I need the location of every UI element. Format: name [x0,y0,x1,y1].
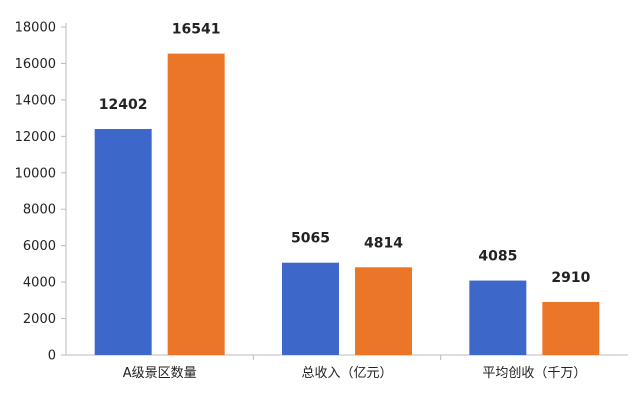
x-category-label: 平均创收（千万） [482,366,586,381]
bar [167,53,225,356]
y-tick-label: 14000 [15,93,56,108]
bar-value-label: 4085 [478,249,517,265]
bar-value-label: 5065 [291,231,330,247]
y-tick-label: 18000 [15,21,56,36]
bars [94,53,600,356]
y-axis: 0 2000 4000 6000 8000 10000 12000 14000 16000 180… [15,21,67,364]
y-tick-label: 12000 [15,130,56,145]
bar-value-label: 2910 [551,270,590,286]
bar-value-label: 16541 [172,22,221,38]
bar [282,262,339,355]
data-labels: 12402 16541 5065 4814 4085 2910 [99,22,591,286]
bar [542,301,600,355]
bar [355,267,412,355]
y-tick-label: 0 [48,349,56,364]
y-tick-label: 10000 [15,166,56,181]
y-tick-label: 16000 [15,57,56,72]
bar [469,280,527,355]
y-tick-label: 4000 [23,276,56,291]
x-category-label: 总收入（亿元） [301,366,392,381]
x-category-label: A级景区数量 [123,366,197,381]
x-axis: A级景区数量 总收入（亿元） 平均创收（千万） [66,354,628,381]
y-tick-label: 8000 [23,203,56,218]
bar-value-label: 12402 [99,97,148,113]
bar [94,129,152,355]
bar-value-label: 4814 [364,235,403,251]
y-tick-label: 2000 [23,312,56,327]
y-tick-label: 6000 [23,239,56,254]
